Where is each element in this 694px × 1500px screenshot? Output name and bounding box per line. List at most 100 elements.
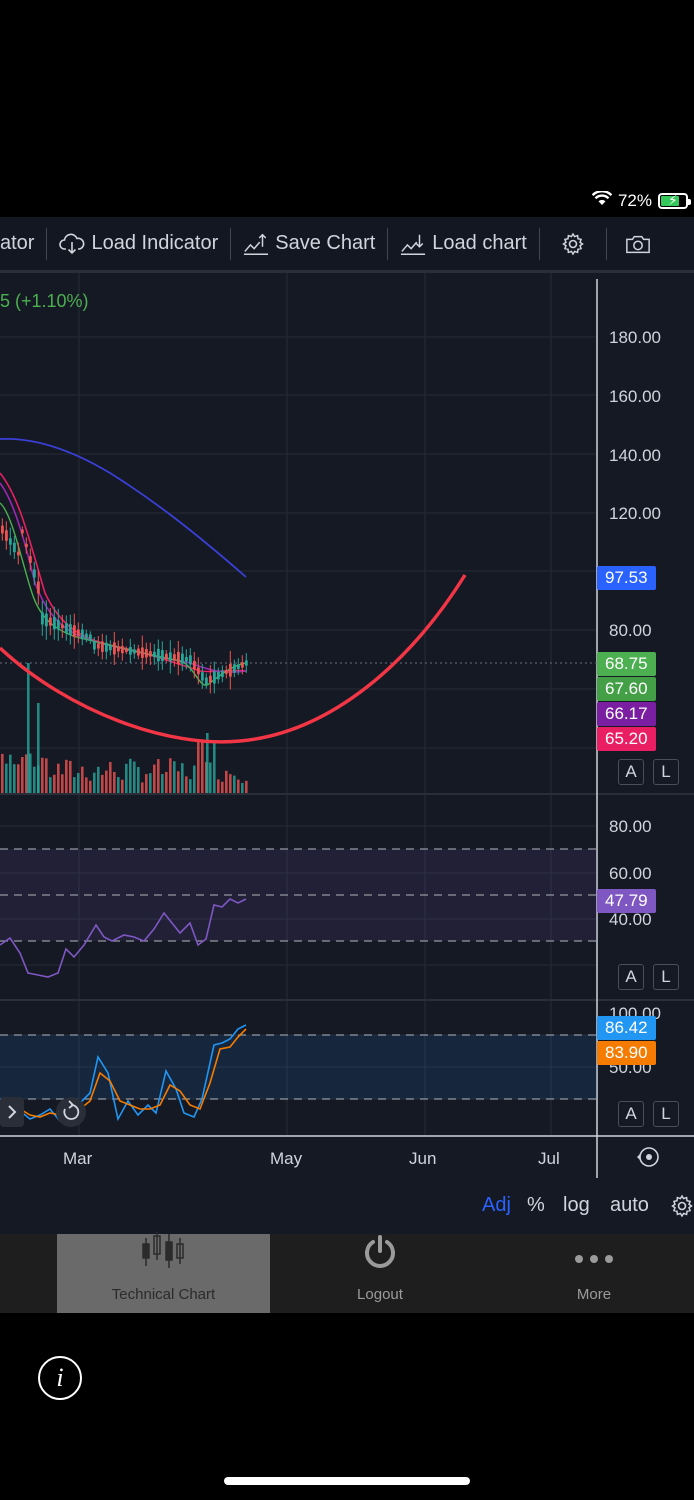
candle-body bbox=[201, 672, 204, 681]
pane-auto-scale-button[interactable]: A bbox=[618, 1101, 644, 1127]
screenshot-button[interactable] bbox=[607, 216, 651, 272]
load-chart-button[interactable]: Load chart bbox=[388, 216, 539, 272]
toolbar-divider bbox=[230, 227, 232, 260]
wifi-icon bbox=[591, 190, 613, 211]
price-change-label: 5 (+1.10%) bbox=[0, 291, 89, 311]
cloud-download-icon bbox=[59, 231, 85, 257]
tab-more[interactable]: More bbox=[504, 1234, 684, 1313]
candle-body bbox=[233, 664, 236, 673]
time-axis-label: May bbox=[270, 1149, 303, 1168]
volume-bar bbox=[217, 779, 220, 793]
candle-body bbox=[225, 670, 228, 674]
toolbar-divider bbox=[46, 227, 48, 260]
log-toggle[interactable]: log bbox=[563, 1194, 590, 1216]
go-to-realtime-icon[interactable] bbox=[637, 1147, 659, 1167]
chart-area[interactable]: 5 (+1.10%) 180.00 160.00 140.00 120.00 8… bbox=[0, 273, 694, 1235]
candle-body bbox=[61, 624, 64, 629]
candle-body bbox=[17, 551, 20, 556]
volume-bar bbox=[197, 741, 200, 793]
candle-body bbox=[5, 530, 8, 541]
candle-body bbox=[69, 624, 72, 636]
time-axis-label: Mar bbox=[63, 1149, 93, 1168]
adj-toggle[interactable]: Adj bbox=[482, 1194, 511, 1216]
pane-log-scale-button[interactable]: L bbox=[653, 1101, 679, 1127]
auto-toggle[interactable]: auto bbox=[610, 1194, 649, 1216]
candle-body bbox=[77, 629, 80, 637]
pane-auto-scale-button[interactable]: A bbox=[618, 759, 644, 785]
chart-download-icon bbox=[400, 231, 426, 257]
candle-body bbox=[89, 634, 92, 641]
tab-label: Technical Chart bbox=[111, 1286, 216, 1303]
candle-body bbox=[173, 654, 176, 661]
candle-body bbox=[9, 538, 12, 545]
candle-body bbox=[205, 677, 208, 685]
volume-bar bbox=[213, 742, 216, 793]
tab-logout[interactable]: Logout bbox=[290, 1234, 470, 1313]
reset-chart-button[interactable] bbox=[56, 1097, 86, 1127]
ma-20-line bbox=[0, 482, 247, 673]
bottom-tab-bar: Technical Chart Logout More bbox=[0, 1232, 694, 1313]
last-price-tag: 68.75 bbox=[597, 652, 656, 676]
candle-body bbox=[145, 649, 148, 658]
volume-bar bbox=[189, 779, 192, 793]
candle-body bbox=[125, 648, 128, 652]
candle-body bbox=[185, 657, 188, 662]
rsi-axis-label: 80.00 bbox=[609, 817, 652, 836]
candle-body bbox=[217, 671, 220, 680]
volume-bar bbox=[69, 760, 72, 793]
save-chart-button[interactable]: Save Chart bbox=[231, 216, 387, 272]
volume-bar bbox=[149, 773, 152, 793]
candlestick-icon bbox=[141, 1230, 187, 1274]
volume-bar bbox=[33, 766, 36, 793]
rsi-axis-label: 40.00 bbox=[609, 910, 652, 929]
candle-body bbox=[245, 660, 248, 666]
volume-bar bbox=[41, 757, 44, 793]
pane-log-scale-button[interactable]: L bbox=[653, 964, 679, 990]
rsi-value-tag: 47.79 bbox=[597, 889, 656, 913]
pane-auto-scale-button[interactable]: A bbox=[618, 964, 644, 990]
percent-toggle[interactable]: % bbox=[527, 1194, 545, 1216]
volume-bar bbox=[113, 772, 116, 793]
price-axis-label: 160.00 bbox=[609, 387, 661, 406]
chart-grid bbox=[0, 273, 597, 1135]
candle-body bbox=[97, 643, 100, 649]
candle-body bbox=[121, 646, 124, 654]
volume-bar bbox=[37, 703, 40, 793]
gear-icon bbox=[560, 231, 586, 257]
toolbar-indicator-button[interactable]: ator bbox=[0, 216, 46, 272]
time-axis-label: Jul bbox=[538, 1149, 560, 1168]
volume-bar bbox=[225, 770, 228, 793]
scroll-right-button[interactable] bbox=[0, 1097, 24, 1127]
volume-bar bbox=[177, 771, 180, 793]
settings-button[interactable] bbox=[540, 216, 606, 272]
candle-body bbox=[57, 620, 60, 630]
candle-body bbox=[213, 671, 216, 684]
volume-bar bbox=[193, 765, 196, 793]
toolbar-item-label: Load chart bbox=[432, 232, 527, 254]
candle-body bbox=[237, 664, 240, 669]
volume-bar bbox=[101, 774, 104, 793]
candle-body bbox=[105, 642, 108, 652]
candle-body bbox=[137, 648, 140, 656]
candle-body bbox=[189, 655, 192, 665]
volume-bar bbox=[181, 763, 184, 793]
candle-body bbox=[21, 529, 24, 534]
chart-canvas[interactable]: 5 (+1.10%) 180.00 160.00 140.00 120.00 8… bbox=[0, 273, 694, 1235]
candle-body bbox=[149, 651, 152, 657]
ma-50-line bbox=[0, 472, 247, 673]
stoch-k-line bbox=[0, 1024, 247, 1123]
pane-log-scale-button[interactable]: L bbox=[653, 759, 679, 785]
volume-bar bbox=[165, 771, 168, 793]
gear-icon[interactable] bbox=[670, 1194, 694, 1224]
info-icon[interactable]: i bbox=[38, 1356, 82, 1400]
volume-bar bbox=[209, 762, 212, 793]
candle-body bbox=[73, 625, 76, 638]
load-indicator-button[interactable]: Load Indicator bbox=[47, 216, 230, 272]
candle-body bbox=[165, 653, 168, 659]
tab-technical-chart[interactable]: Technical Chart bbox=[57, 1232, 270, 1313]
candle-body bbox=[109, 645, 112, 651]
status-bar: 72% ⚡ bbox=[591, 186, 691, 216]
tab-label: More bbox=[576, 1286, 612, 1303]
ma-10-value-tag: 67.60 bbox=[597, 677, 656, 701]
volume-bar bbox=[245, 780, 248, 793]
